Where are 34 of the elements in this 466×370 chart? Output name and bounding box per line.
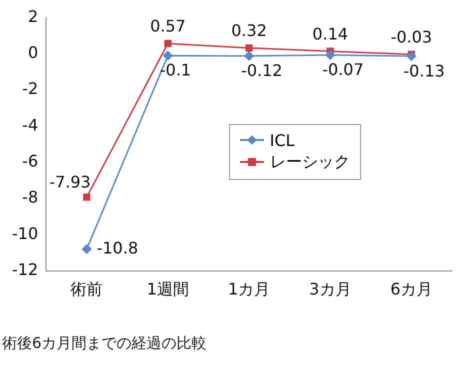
legend-label: ICL — [270, 130, 295, 150]
data-label: -7.93 — [49, 172, 91, 192]
data-label: -0.13 — [403, 61, 445, 80]
x-tick-label: 術前 — [70, 280, 103, 299]
x-tick-label: 6カ月 — [390, 280, 433, 299]
data-label: -10.8 — [96, 238, 138, 258]
y-tick-label: -2 — [22, 79, 38, 98]
y-tick-label: -10 — [12, 224, 38, 243]
y-tick-label: -12 — [12, 260, 38, 279]
point — [325, 50, 335, 60]
data-label: -0.03 — [390, 27, 432, 46]
data-label: -0.12 — [241, 61, 282, 80]
point — [245, 44, 253, 52]
y-tick-label: 0 — [28, 42, 38, 62]
point — [83, 194, 90, 201]
data-label: 0.14 — [312, 24, 348, 44]
y-tick-label: -4 — [22, 115, 38, 134]
data-label: 0.57 — [150, 16, 186, 36]
data-label: 0.32 — [231, 21, 267, 40]
y-tick-label: -8 — [22, 188, 38, 207]
y-tick-label: -6 — [22, 151, 38, 170]
x-tick-label: 3カ月 — [309, 280, 352, 299]
x-tick-label: 1週間 — [146, 280, 189, 299]
point — [244, 51, 254, 61]
data-label: -0.1 — [160, 60, 192, 80]
data-label: -0.07 — [322, 60, 364, 80]
point — [82, 244, 92, 254]
point — [163, 50, 173, 60]
point — [164, 40, 172, 48]
text: 術後6カ月間までの経過の比較 — [2, 334, 207, 353]
legend-label: レーシック — [270, 152, 350, 173]
x-tick-label: 1カ月 — [228, 280, 270, 299]
point — [406, 51, 416, 61]
y-tick-label: 2 — [28, 6, 38, 26]
